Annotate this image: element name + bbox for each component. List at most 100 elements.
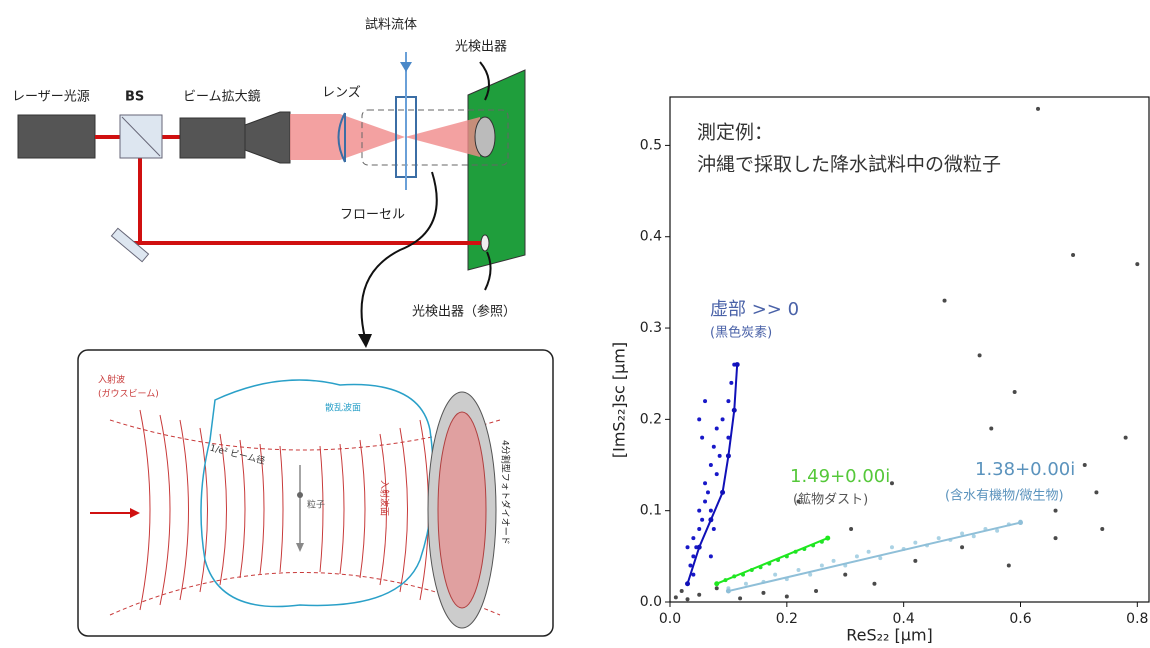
point: [989, 426, 994, 431]
point: [720, 417, 725, 422]
point: [714, 472, 719, 477]
point: [703, 499, 708, 504]
x-tick-label: 0.0: [659, 611, 681, 627]
point: [942, 298, 947, 303]
arrowhead: [358, 334, 372, 348]
y-tick-label: 0.2: [640, 411, 662, 427]
point: [1082, 463, 1087, 468]
annotation: (黒色炭素): [710, 325, 772, 341]
ref-detector: [480, 234, 490, 252]
expander-cone: [244, 111, 291, 164]
annotation: 測定例：: [697, 122, 773, 144]
point: [708, 554, 713, 559]
label: 入射波面: [379, 480, 391, 516]
x-tick-label: 0.4: [893, 611, 915, 627]
y-tick-label: 0.4: [640, 229, 662, 245]
point: [697, 526, 702, 531]
fit-point: [708, 517, 714, 523]
point: [1094, 490, 1099, 495]
point: [1123, 435, 1128, 440]
point: [726, 435, 731, 440]
point: [872, 581, 877, 586]
point: [819, 563, 824, 568]
point: [711, 526, 716, 531]
label: 散乱波面: [325, 402, 361, 414]
label: フローセル: [340, 208, 405, 223]
point: [679, 589, 684, 594]
point: [1135, 262, 1140, 267]
point: [1006, 563, 1011, 568]
pointer: [360, 171, 438, 339]
point: [1100, 526, 1105, 531]
point: [705, 490, 710, 495]
point: [729, 380, 734, 385]
label: BS: [125, 90, 144, 105]
point: [711, 444, 716, 449]
label: レーザー光源: [12, 90, 90, 105]
point: [685, 545, 690, 550]
point: [717, 453, 722, 458]
flow-arrow: [400, 62, 412, 72]
label: レンズ: [322, 85, 361, 101]
point: [773, 572, 778, 577]
fit-point: [696, 544, 702, 550]
point: [1053, 508, 1058, 513]
fit-line: [686, 364, 739, 585]
annotation: (含水有機物/微生物): [945, 488, 1064, 504]
point: [784, 594, 789, 599]
point: [697, 508, 702, 513]
bs-diagonal: [121, 116, 161, 157]
point: [708, 463, 713, 468]
point: [685, 597, 690, 602]
scattered-wave: [200, 379, 435, 608]
point: [936, 536, 941, 541]
point: [697, 417, 702, 422]
point: [703, 399, 708, 404]
beam-cone: [290, 114, 405, 160]
y-axis-label: [ImS₂₂]sc [μm]: [610, 342, 629, 458]
fit-point: [1017, 520, 1023, 526]
fit-point: [720, 489, 726, 495]
point: [743, 581, 748, 586]
point: [796, 568, 801, 573]
point: [866, 549, 871, 554]
label: 光検出器（参照）: [412, 304, 516, 320]
fit-point: [725, 588, 731, 594]
point: [697, 592, 702, 597]
annotation: 沖縄で採取した降水試料中の微粒子: [697, 154, 1001, 176]
point: [977, 353, 982, 358]
x-tick-label: 0.6: [1009, 611, 1031, 627]
point: [691, 536, 696, 541]
scatter-chart: 0.0 0.2 0.4 0.6 0.8 0.0 0.1 0.2 0.3 0.4 0.5 ReS₂₂ […: [610, 96, 1150, 645]
annotation: 1.49+0.00i: [790, 466, 890, 487]
pointer: [484, 251, 492, 291]
point: [688, 563, 693, 568]
point: [673, 595, 678, 600]
dashed-region: [361, 109, 509, 166]
fit-point: [685, 581, 691, 587]
point: [889, 545, 894, 550]
point: [960, 531, 965, 536]
point: [889, 481, 894, 486]
label: 試料流体: [365, 17, 417, 33]
expander-body: [179, 117, 246, 159]
setup-diagram: レーザー光源 BS ビーム拡大鏡 レンズ 試料流体 光検出器 フローセル 光検出…: [12, 17, 554, 637]
beam-cone: [405, 117, 480, 157]
point: [700, 517, 705, 522]
point: [849, 526, 854, 531]
point: [1012, 389, 1017, 394]
photodiode-spot: [437, 411, 487, 609]
point: [761, 590, 766, 595]
label: 粒子: [307, 499, 325, 511]
label: (ガウスビーム): [98, 389, 159, 400]
fit-point: [825, 535, 831, 541]
point: [708, 508, 713, 513]
fit-line: [716, 537, 829, 585]
annotation: 虚部 >> 0: [710, 299, 799, 320]
point: [1053, 536, 1058, 541]
point: [691, 572, 696, 577]
point: [878, 556, 883, 561]
x-tick-label: 0.8: [1126, 611, 1148, 627]
